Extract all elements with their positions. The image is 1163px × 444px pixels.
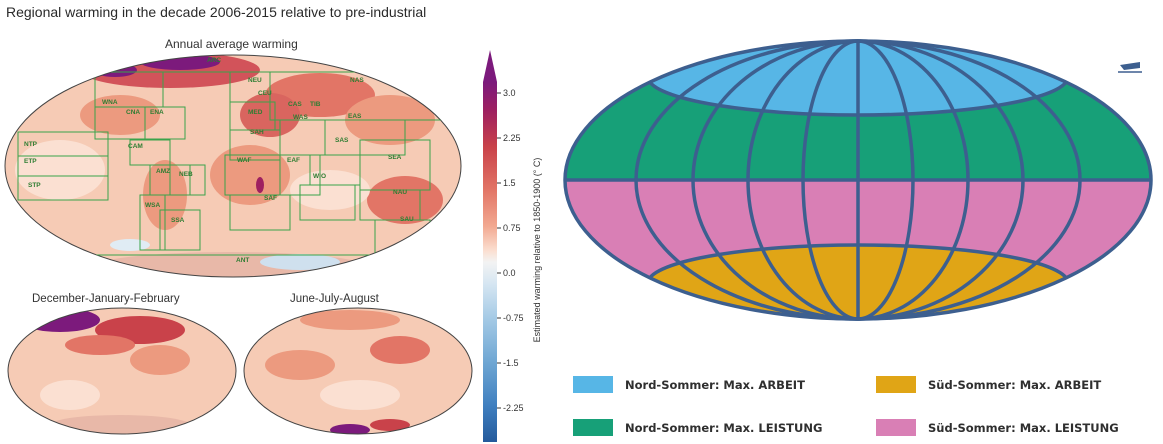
- region-label-wna: WNA: [102, 99, 118, 106]
- region-labels: ARC NEU CEU NAS WNA CNA ENA MED WAS CAS TIB EAS SAH C…: [24, 57, 414, 264]
- colorbar-top-arrow: [483, 50, 497, 82]
- legend-swatch: [573, 376, 613, 393]
- region-label-eaf: EAF: [287, 157, 300, 164]
- djf-map-title: December-January-February: [32, 293, 180, 305]
- annual-map-title: Annual average warming: [165, 37, 298, 51]
- region-label-tib: TIB: [310, 101, 321, 108]
- region-label-ant: ANT: [236, 257, 249, 264]
- region-label-eas: EAS: [348, 113, 362, 120]
- colorbar-tick-label: 2.25: [503, 133, 521, 143]
- region-label-ntp: NTP: [24, 141, 38, 148]
- legend-item-nord-leistung: Nord-Sommer: Max. LEISTUNG: [573, 419, 822, 436]
- region-label-nau: NAU: [393, 189, 407, 196]
- colorbar: 3.02.251.50.750.0-0.75-1.5-2.25-3.0 Esti…: [483, 50, 542, 442]
- region-label-med: MED: [248, 109, 263, 116]
- region-label-saf: SAF: [264, 195, 277, 202]
- colorbar-label: Estimated warming relative to 1850-1900 …: [532, 158, 542, 343]
- legend-item-sued-arbeit: Süd-Sommer: Max. ARBEIT: [876, 376, 1101, 393]
- region-label-sea: SEA: [388, 154, 402, 161]
- small-logo-icon: [1118, 62, 1142, 73]
- colorbar-tick-label: 0.75: [503, 223, 521, 233]
- region-label-wio: WIO: [313, 173, 326, 180]
- region-label-sau: SAU: [400, 216, 414, 223]
- colorbar-gradient: [483, 82, 497, 442]
- colorbar-tick-label: -1.5: [503, 358, 519, 368]
- legend-label: Süd-Sommer: Max. LEISTUNG: [928, 420, 1119, 435]
- region-label-cam: CAM: [128, 143, 143, 150]
- region-label-arc: ARC: [207, 57, 221, 64]
- jja-warming-map: [244, 308, 472, 434]
- region-label-stp: STP: [28, 182, 41, 189]
- figure-title: Regional warming in the decade 2006-2015…: [6, 4, 427, 20]
- colorbar-ticks: 3.02.251.50.750.0-0.75-1.5-2.25-3.0: [497, 88, 524, 413]
- legend-label: Nord-Sommer: Max. LEISTUNG: [625, 420, 823, 435]
- legend-label: Nord-Sommer: Max. ARBEIT: [625, 377, 805, 392]
- region-label-waf: WAF: [237, 157, 251, 164]
- region-label-wsa: WSA: [145, 202, 160, 209]
- colorbar-tick-label: -2.25: [503, 403, 524, 413]
- annual-map-outline: [4, 54, 462, 278]
- region-label-neu: NEU: [248, 77, 262, 84]
- region-label-cna: CNA: [126, 109, 140, 116]
- jja-map-outline: [243, 307, 473, 435]
- region-label-etp: ETP: [24, 158, 37, 165]
- colorbar-tick-label: -0.75: [503, 313, 524, 323]
- djf-map-outline: [7, 307, 237, 435]
- jja-map-title: June-July-August: [290, 293, 379, 305]
- annual-warming-map: [5, 55, 461, 277]
- colorbar-tick-label: 3.0: [503, 88, 516, 98]
- arctic-extreme-patch-2: [93, 63, 137, 77]
- legend-swatch: [573, 419, 613, 436]
- region-label-ceu: CEU: [258, 90, 272, 97]
- legend-item-sued-leistung: Süd-Sommer: Max. LEISTUNG: [876, 419, 1119, 436]
- region-label-cas: CAS: [288, 101, 302, 108]
- legend-item-nord-arbeit: Nord-Sommer: Max. ARBEIT: [573, 376, 805, 393]
- region-label-neb: NEB: [179, 171, 193, 178]
- arctic-warm-patch: [80, 55, 260, 88]
- region-label-sas: SAS: [335, 137, 349, 144]
- colorbar-tick-label: 0.0: [503, 268, 516, 278]
- legend-swatch: [876, 419, 916, 436]
- region-label-ena: ENA: [150, 109, 164, 116]
- region-label-ssa: SSA: [171, 217, 185, 224]
- legend-label: Süd-Sommer: Max. ARBEIT: [928, 377, 1102, 392]
- colorbar-tick-label: 1.5: [503, 178, 516, 188]
- globe-diagram: [563, 39, 1153, 321]
- region-label-was: WAS: [293, 114, 308, 121]
- legend-swatch: [876, 376, 916, 393]
- region-label-nas: NAS: [350, 77, 364, 84]
- globe-grid: [563, 39, 1153, 321]
- region-label-sah: SAH: [250, 129, 264, 136]
- region-label-amz: AMZ: [156, 168, 170, 175]
- djf-warming-map: [8, 308, 236, 434]
